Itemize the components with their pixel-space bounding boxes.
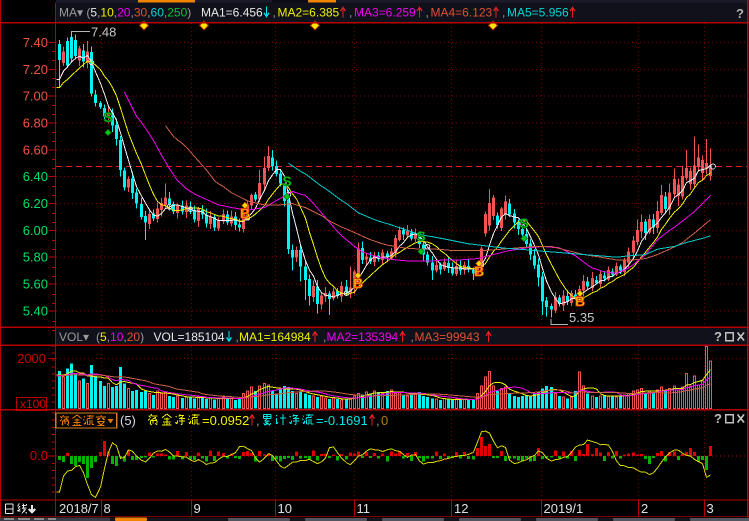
svg-text:B: B	[353, 275, 363, 291]
svg-text:?: ?	[714, 411, 722, 426]
svg-text:S: S	[416, 228, 425, 244]
svg-text:MA1=164984: MA1=164984	[239, 330, 311, 344]
svg-text:,: ,	[273, 6, 276, 20]
svg-text:7.48: 7.48	[91, 25, 116, 40]
svg-text:9: 9	[194, 501, 201, 516]
svg-text:=-0.1691: =-0.1691	[316, 413, 368, 428]
svg-text:MA▾ (5,10,20,30,60,250): MA▾ (5,10,20,30,60,250)	[59, 6, 191, 20]
svg-text:,: ,	[349, 6, 352, 20]
svg-text:6.40: 6.40	[23, 169, 48, 184]
svg-text:VOL=185104: VOL=185104	[154, 330, 225, 344]
svg-text:0: 0	[381, 413, 388, 428]
svg-text:MA5=5.956: MA5=5.956	[507, 6, 569, 20]
svg-text:(5): (5)	[120, 413, 136, 428]
svg-text:6.80: 6.80	[23, 116, 48, 131]
svg-text:=0.0952: =0.0952	[202, 413, 249, 428]
svg-text:,: ,	[323, 330, 326, 344]
svg-text:6.00: 6.00	[23, 223, 48, 238]
svg-text:7.00: 7.00	[23, 89, 48, 104]
svg-text:MA1=6.456: MA1=6.456	[201, 6, 263, 20]
svg-text:S: S	[282, 173, 291, 189]
svg-text:,: ,	[376, 413, 380, 428]
svg-text:,: ,	[502, 6, 505, 20]
svg-text:8: 8	[104, 501, 111, 516]
svg-text:S: S	[103, 109, 112, 125]
svg-text:3: 3	[707, 501, 714, 516]
svg-text:11: 11	[357, 501, 371, 516]
svg-text:(5,10,20): (5,10,20)	[96, 330, 144, 344]
svg-text:5.35: 5.35	[569, 310, 594, 325]
svg-text:10: 10	[278, 501, 292, 516]
svg-text:2019/1: 2019/1	[544, 501, 584, 516]
svg-text:MA3=6.259: MA3=6.259	[354, 6, 416, 20]
svg-text:B: B	[575, 293, 585, 309]
svg-text:MA3=99943: MA3=99943	[415, 330, 480, 344]
svg-text:12: 12	[454, 501, 468, 516]
svg-text:B: B	[240, 205, 250, 221]
svg-text:7.20: 7.20	[23, 62, 48, 77]
svg-text:,: ,	[426, 6, 429, 20]
svg-text:6.60: 6.60	[23, 142, 48, 157]
svg-text:MA2=135394: MA2=135394	[327, 330, 399, 344]
svg-text:5.80: 5.80	[23, 250, 48, 265]
svg-text:,: ,	[236, 330, 239, 344]
svg-text:?: ?	[714, 329, 722, 344]
svg-text:6.20: 6.20	[23, 196, 48, 211]
svg-text:0.0: 0.0	[30, 448, 48, 463]
svg-text:B: B	[474, 263, 484, 279]
svg-text:S: S	[519, 215, 528, 231]
svg-text:2000: 2000	[17, 351, 46, 366]
svg-text:MA4=6.123: MA4=6.123	[431, 6, 493, 20]
svg-text:7.40: 7.40	[23, 35, 48, 50]
svg-text:2018/7: 2018/7	[59, 501, 99, 516]
svg-text:5.60: 5.60	[23, 277, 48, 292]
svg-text:5.40: 5.40	[23, 303, 48, 318]
svg-text:VOL▾: VOL▾	[59, 330, 89, 344]
svg-text:?: ?	[736, 6, 744, 21]
svg-text:MA2=6.385: MA2=6.385	[278, 6, 340, 20]
svg-text:,: ,	[411, 330, 414, 344]
svg-text:x100: x100	[20, 397, 46, 411]
svg-text:2: 2	[641, 501, 648, 516]
svg-text:,: ,	[256, 413, 260, 428]
